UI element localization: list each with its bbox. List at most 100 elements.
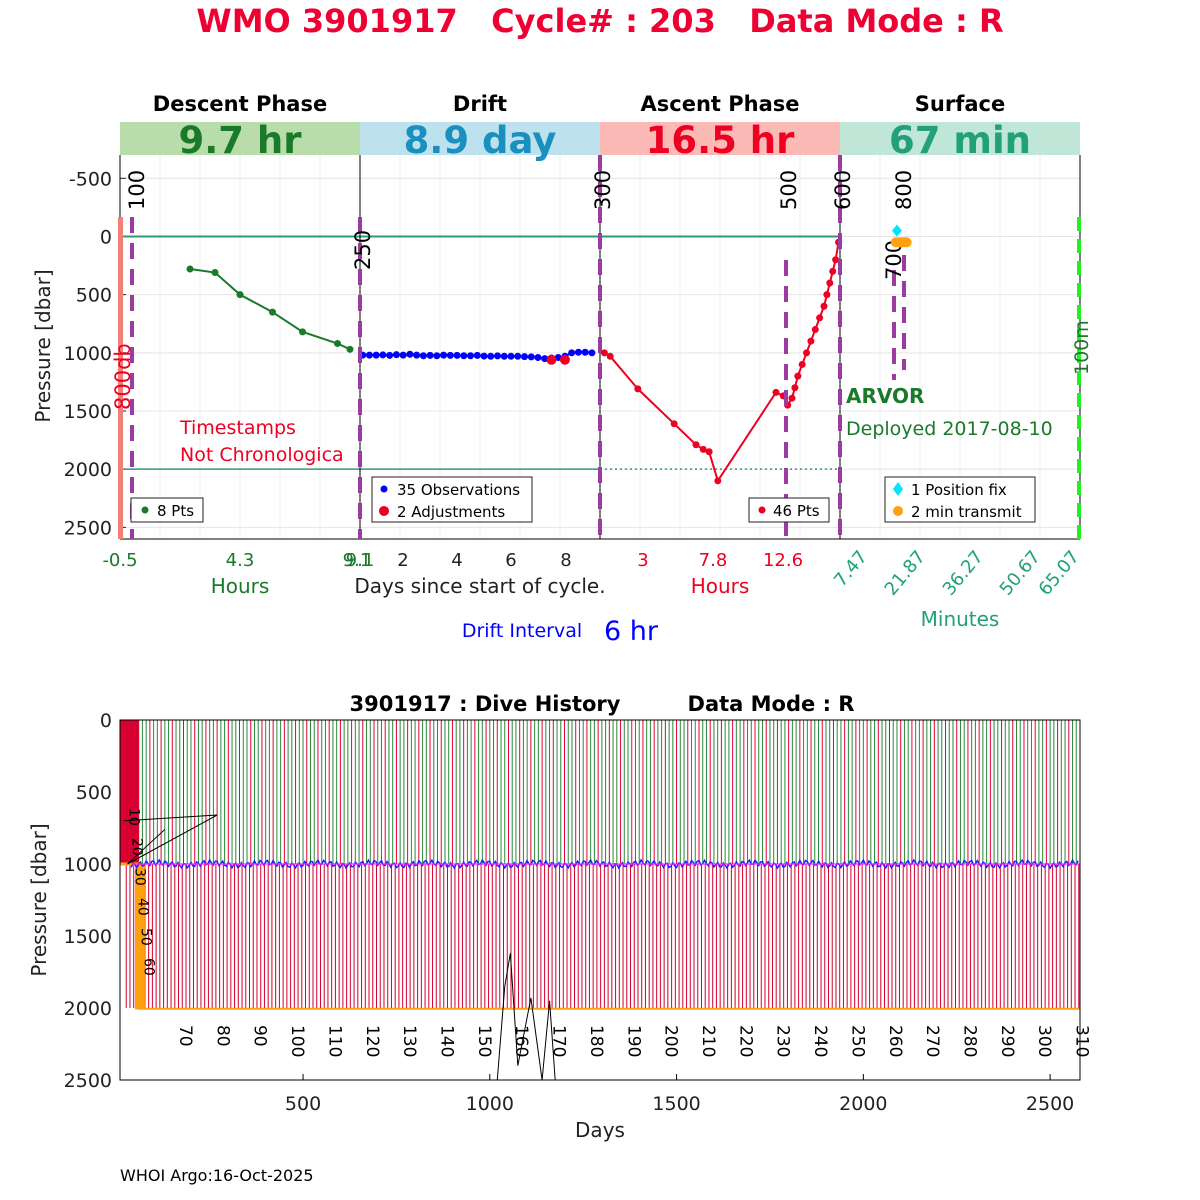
drift-point <box>581 348 589 356</box>
x-tick-label: 6 <box>505 550 516 571</box>
cycle-label: 210 <box>698 1025 718 1057</box>
drift-point <box>487 352 495 360</box>
drift-point <box>379 351 387 359</box>
early-cycle-label: 50 <box>137 928 153 946</box>
phase-duration-band <box>600 122 840 155</box>
history-early-block <box>120 720 139 864</box>
ascent-point <box>600 349 608 357</box>
x-axis-label: Hours <box>691 574 750 598</box>
drift-point <box>520 353 528 361</box>
ascent-point <box>816 314 824 322</box>
ascent-point <box>772 388 780 396</box>
early-cycle-label: 40 <box>134 898 150 916</box>
cycle-label: 90 <box>250 1025 270 1047</box>
descent-point <box>186 265 194 273</box>
descent-start-bar <box>118 217 123 539</box>
ascent-point <box>820 302 828 310</box>
y-tick-label: 500 <box>76 285 112 307</box>
annotation-line: Not Chronologica <box>180 444 344 466</box>
phase-duration: 8.9 day <box>404 119 557 162</box>
x-tick-label: 1000 <box>466 1093 514 1115</box>
drift-point <box>413 351 421 359</box>
cycle-label: 100 <box>287 1025 307 1057</box>
drift-point <box>588 349 596 357</box>
phase-header: Surface <box>915 92 1005 116</box>
cycle-label: 80 <box>212 1025 232 1047</box>
panel-drift: Drift 8.9 day <box>359 92 600 540</box>
legend-label: 2 min transmit <box>911 503 1022 521</box>
vline-label: 800 <box>892 170 916 210</box>
drift-point <box>440 351 448 359</box>
x-tick-label: -0.5 <box>102 550 137 571</box>
drift-point <box>426 351 434 359</box>
x-tick-label: 4 <box>451 550 462 571</box>
drift-point <box>480 352 488 360</box>
legend-marker <box>758 506 766 514</box>
drift-point <box>372 351 380 359</box>
history-early-orange <box>134 864 145 1010</box>
drift-point <box>419 352 427 360</box>
ascent-point <box>794 372 802 380</box>
ascent-point <box>791 384 799 392</box>
drift-point <box>473 351 481 359</box>
legend-marker <box>380 485 388 493</box>
vline-label: 100 <box>125 170 149 210</box>
drift-point <box>507 352 515 360</box>
history-title: 3901917 : Dive History <box>350 692 621 716</box>
vline-label: 500 <box>777 170 801 210</box>
drift-point <box>392 351 400 359</box>
drift-point <box>365 351 373 359</box>
cycle-label: 240 <box>810 1025 830 1057</box>
annotation-line: Timestamps <box>179 417 296 439</box>
y-tick-label: 1500 <box>64 401 112 423</box>
cycle-label: 160 <box>511 1025 531 1057</box>
history-title-mode: Data Mode : R <box>688 692 855 716</box>
ascent-point <box>714 477 722 485</box>
descent-line <box>189 268 351 351</box>
descent-point <box>334 340 341 348</box>
x-tick-label: 8 <box>560 550 571 571</box>
ascent-point <box>829 267 837 275</box>
phase-duration-band <box>360 122 600 155</box>
phase-duration-band <box>840 122 1080 155</box>
cycle-label: 200 <box>661 1025 681 1057</box>
drift-point <box>399 351 407 359</box>
deployed-date: Deployed 2017-08-10 <box>846 418 1053 440</box>
legend-box <box>371 476 533 523</box>
x-tick-label: 4.3 <box>226 550 255 571</box>
drift-interval-value: 6 hr <box>604 616 659 647</box>
drift-point <box>568 349 576 357</box>
y-tick-label: 2500 <box>64 1070 112 1092</box>
phase-duration: 67 min <box>889 119 1031 162</box>
cycle-label: 300 <box>1034 1025 1054 1057</box>
y-tick-label: -500 <box>69 168 112 190</box>
y-tick-label: 2500 <box>64 517 112 539</box>
panel-surface: Surface 67 min <box>839 92 1080 540</box>
ascent-point <box>705 448 713 456</box>
drift-point <box>534 353 542 361</box>
vline-label: 600 <box>831 170 855 210</box>
y-tick-label: 1000 <box>64 854 112 876</box>
drift-point <box>433 352 441 360</box>
legend-label: 1 Position fix <box>911 481 1007 499</box>
legend-marker <box>141 506 149 514</box>
footer-credit: WHOI Argo:16-Oct-2025 <box>120 1166 314 1185</box>
x-tick-label: 7.8 <box>699 550 728 571</box>
cycle-label: 140 <box>437 1025 457 1057</box>
phase-header: Drift <box>453 92 507 116</box>
ascent-point <box>692 441 700 449</box>
legend-marker <box>893 506 903 516</box>
drift-point <box>460 352 468 360</box>
cycle-label: 310 <box>1072 1025 1092 1057</box>
ascent-point <box>798 360 806 368</box>
x-tick-label: 3 <box>637 550 648 571</box>
legend-label: 8 Pts <box>157 502 194 520</box>
ascent-point <box>803 349 811 357</box>
x-tick-label: 12.6 <box>763 550 803 571</box>
vline-label: 300 <box>591 170 615 210</box>
panel-ascent: Ascent Phase 16.5 hr <box>599 92 840 540</box>
legend-marker <box>893 482 903 496</box>
cycle-label: 170 <box>549 1025 569 1057</box>
descent-point <box>299 328 306 336</box>
x-tick-label: 1500 <box>652 1093 700 1115</box>
